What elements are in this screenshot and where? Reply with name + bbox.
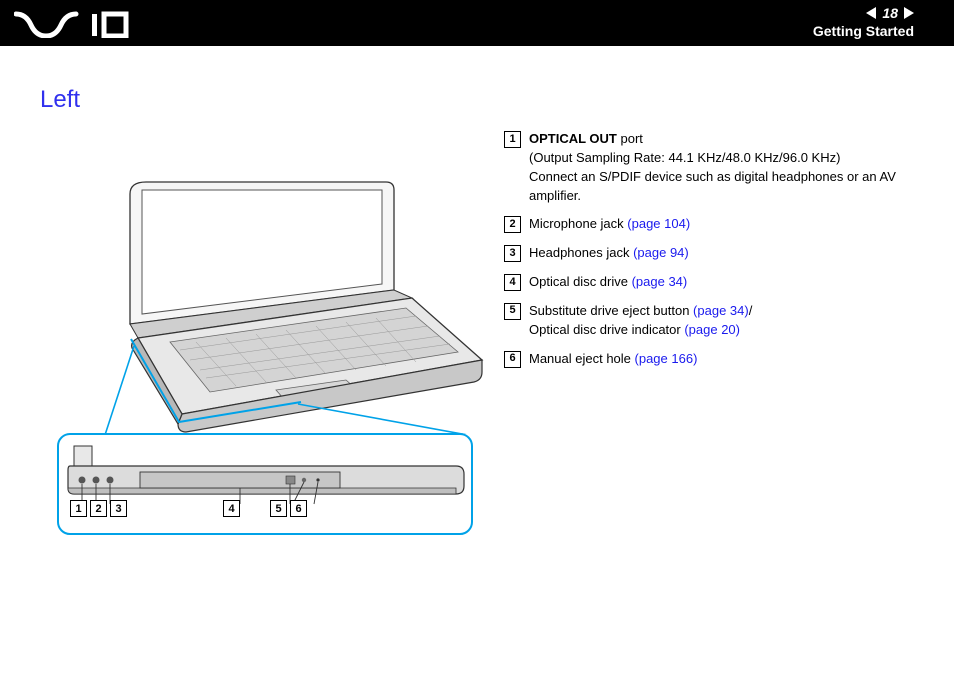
header-nav: 18 Getting Started — [813, 4, 914, 40]
item-sep: / — [749, 303, 753, 318]
item-rest: port — [617, 131, 643, 146]
list-item: 1 OPTICAL OUT port (Output Sampling Rate… — [504, 130, 914, 205]
page-number: 18 — [882, 4, 898, 22]
item-number: 5 — [504, 303, 521, 320]
page-link[interactable]: (page 94) — [633, 245, 689, 260]
laptop-illustration — [86, 174, 486, 434]
page-heading: Left — [40, 86, 914, 114]
item-number: 4 — [504, 274, 521, 291]
item-number: 3 — [504, 245, 521, 262]
list-item: 6 Manual eject hole (page 166) — [504, 350, 914, 369]
list-item: 3 Headphones jack (page 94) — [504, 244, 914, 263]
page-link[interactable]: (page 166) — [635, 351, 698, 366]
callout-label-2: 2 — [90, 500, 107, 517]
item-text: Microphone jack — [529, 216, 627, 231]
item-detail: (Output Sampling Rate: 44.1 KHz/48.0 KHz… — [529, 150, 896, 203]
item-text: Optical disc drive — [529, 274, 632, 289]
list-item: 4 Optical disc drive (page 34) — [504, 273, 914, 292]
item-number: 2 — [504, 216, 521, 233]
list-item: 5 Substitute drive eject button (page 34… — [504, 302, 914, 340]
callout-label-5: 5 — [270, 500, 287, 517]
prev-page-icon[interactable] — [866, 7, 876, 19]
description-list: 1 OPTICAL OUT port (Output Sampling Rate… — [504, 130, 914, 378]
callout-label-3: 3 — [110, 500, 127, 517]
callout-label-1: 1 — [70, 500, 87, 517]
item-line2-text: Optical disc drive indicator — [529, 322, 684, 337]
callout-label-6: 6 — [290, 500, 307, 517]
illustration-column: 1 2 3 4 5 6 — [40, 130, 480, 378]
item-number: 1 — [504, 131, 521, 148]
closeup-illustration — [56, 432, 474, 542]
item-number: 6 — [504, 351, 521, 368]
item-bold: OPTICAL OUT — [529, 131, 617, 146]
callout-labels: 1 2 3 4 5 6 — [70, 500, 307, 517]
page-content: Left — [0, 46, 954, 378]
page-link[interactable]: (page 20) — [684, 322, 740, 337]
item-text: Substitute drive eject button — [529, 303, 693, 318]
page-link[interactable]: (page 34) — [693, 303, 749, 318]
item-text: Manual eject hole — [529, 351, 635, 366]
page-header: 18 Getting Started — [0, 0, 954, 46]
item-text: Headphones jack — [529, 245, 633, 260]
section-title: Getting Started — [813, 22, 914, 40]
callout-label-4: 4 — [223, 500, 240, 517]
page-link[interactable]: (page 104) — [627, 216, 690, 231]
list-item: 2 Microphone jack (page 104) — [504, 215, 914, 234]
vaio-logo — [14, 8, 134, 38]
page-link[interactable]: (page 34) — [632, 274, 688, 289]
next-page-icon[interactable] — [904, 7, 914, 19]
